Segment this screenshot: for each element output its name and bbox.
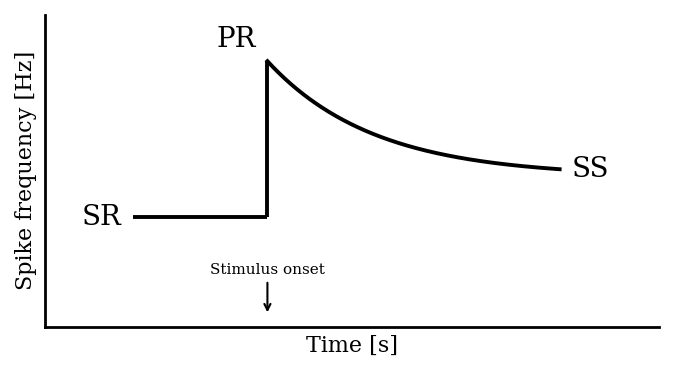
X-axis label: Time [s]: Time [s] xyxy=(306,335,398,357)
Y-axis label: Spike frequency [Hz]: Spike frequency [Hz] xyxy=(15,51,37,291)
Text: PR: PR xyxy=(216,26,255,52)
Text: SR: SR xyxy=(82,203,121,231)
Text: SS: SS xyxy=(572,156,609,183)
Text: Stimulus onset: Stimulus onset xyxy=(210,263,325,310)
